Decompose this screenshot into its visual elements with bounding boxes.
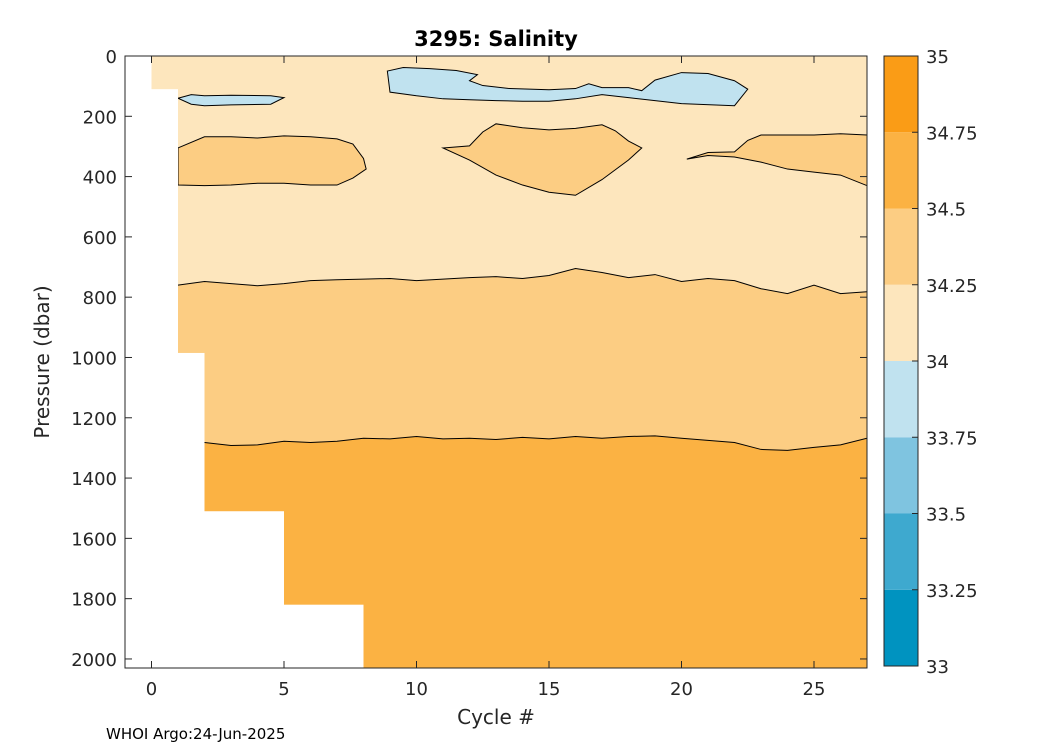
x-tick-label-25: 25	[803, 679, 826, 700]
salinity-patch-1	[441, 123, 643, 196]
colorbar-swatch-33.5	[884, 437, 918, 514]
colorbar-label-34.25: 34.25	[926, 276, 978, 297]
x-tick-label-10: 10	[405, 679, 428, 700]
colorbar-swatch-34	[884, 284, 918, 361]
colorbar-swatch-34.25	[884, 208, 918, 285]
colorbar-label-35: 35	[926, 47, 949, 68]
colorbar-label-33.75: 33.75	[926, 428, 978, 449]
y-axis-label: Pressure (dbar)	[30, 285, 54, 438]
salinity-patch-4	[176, 94, 286, 107]
no-data-mask-1	[178, 352, 205, 668]
band-34.5-34.75	[204, 435, 867, 668]
no-data-mask-2	[204, 511, 284, 668]
plot-area	[125, 56, 867, 668]
y-tick-label-1400: 1400	[71, 469, 117, 490]
salinity-patch-0	[177, 135, 367, 187]
y-tick-label-2000: 2000	[71, 650, 117, 671]
y-tick-label-200: 200	[83, 107, 117, 128]
y-axis: 0 200 400 600 800 1000 1200 1400 1600 1800 2000	[71, 47, 867, 671]
no-data-mask-0	[151, 89, 178, 668]
colorbar-swatch-33.25	[884, 513, 918, 590]
no-data-mask-3	[284, 604, 364, 668]
x-tick-label-15: 15	[538, 679, 561, 700]
chart-title: 3295: Salinity	[414, 27, 578, 51]
colorbar-label-34.75: 34.75	[926, 123, 978, 144]
colorbar-label-33.5: 33.5	[926, 505, 966, 526]
colorbar-label-33: 33	[926, 657, 949, 678]
salinity-patch-2	[686, 133, 867, 187]
colorbar-swatch-34.5	[884, 132, 918, 209]
y-tick-label-1800: 1800	[71, 590, 117, 611]
colorbar: 33 33.25 33.5 33.75 34 34.25 34.5 34.75 35	[883, 47, 978, 678]
contour-line-34.25	[177, 268, 867, 295]
footer-note: WHOI Argo:24-Jun-2025	[106, 725, 286, 743]
colorbar-label-34.5: 34.5	[926, 200, 966, 221]
y-tick-label-400: 400	[83, 168, 117, 189]
x-tick-label-0: 0	[146, 679, 157, 700]
x-tick-label-5: 5	[278, 679, 289, 700]
colorbar-swatch-33.75	[884, 361, 918, 438]
plot-frame	[124, 55, 868, 669]
salinity-patch-3	[386, 66, 749, 107]
no-data-mask-left	[125, 56, 152, 668]
colorbar-label-34: 34	[926, 352, 949, 373]
colorbar-swatch-34.75	[884, 56, 918, 133]
y-tick-label-800: 800	[83, 288, 117, 309]
x-axis: 0 5 10 15 20 25	[146, 56, 826, 700]
y-tick-label-1600: 1600	[71, 529, 117, 550]
y-tick-label-1000: 1000	[71, 348, 117, 369]
y-tick-label-1200: 1200	[71, 409, 117, 430]
y-tick-label-600: 600	[83, 228, 117, 249]
colorbar-swatch-33	[884, 589, 918, 666]
contour-line-34.5	[204, 435, 867, 451]
x-tick-label-20: 20	[670, 679, 693, 700]
colorbar-label-33.25: 33.25	[926, 581, 978, 602]
x-axis-label: Cycle #	[457, 705, 535, 729]
y-tick-label-0: 0	[106, 47, 117, 68]
